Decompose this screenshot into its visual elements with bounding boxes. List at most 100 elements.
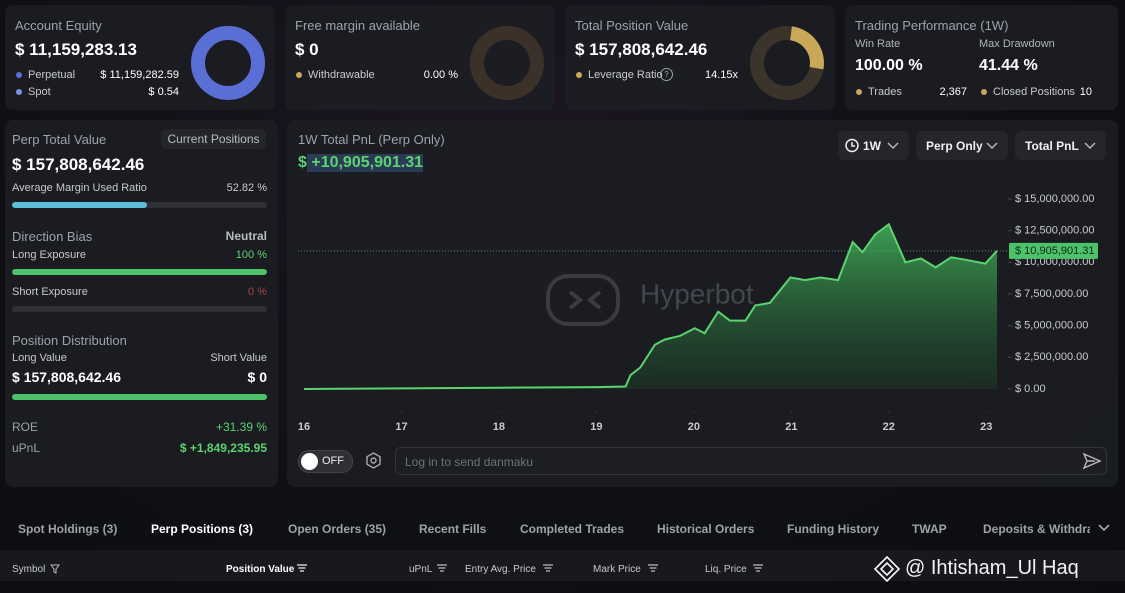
watermark: @ Ihtisham_Ul Haq	[905, 557, 1079, 579]
equity-donut	[191, 26, 265, 100]
row-label: Leverage Ratio	[588, 69, 663, 81]
tabs-chevron[interactable]	[1097, 522, 1111, 534]
toggle-knob	[301, 453, 318, 470]
tab[interactable]: Recent Fills	[419, 522, 487, 536]
panel-title: Perp Total Value	[12, 132, 107, 147]
dropdown-label: Total PnL	[1025, 139, 1079, 153]
column-header[interactable]: Entry Avg. Price	[465, 564, 536, 575]
y-tick-label: $ 10,000,000.00	[1015, 256, 1095, 268]
card-value: $ 0	[295, 40, 319, 59]
long-exposure-label: Long Exposure	[12, 249, 86, 261]
section-title: Position Distribution	[12, 333, 127, 348]
short-value-label: Short Value	[210, 352, 267, 364]
row-value: 2,367	[939, 86, 967, 98]
chevron	[986, 142, 998, 149]
card-title: Total Position Value	[575, 18, 689, 33]
legend-dot	[16, 72, 22, 78]
x-tick-label: 18	[493, 421, 505, 433]
column-header[interactable]: Symbol	[12, 564, 46, 575]
dropdown-label: Perp Only	[926, 139, 983, 153]
margin-label: Average Margin Used Ratio	[12, 182, 147, 194]
long-value: $ 157,808,642.46	[12, 369, 121, 385]
column-header[interactable]: uPnL	[409, 564, 433, 575]
stat-label: Win Rate	[855, 38, 901, 50]
tab[interactable]: Funding History	[787, 522, 879, 536]
tab[interactable]: Completed Trades	[520, 522, 625, 536]
column-header[interactable]: Position Value	[226, 564, 295, 575]
row-value: 0.00 %	[423, 69, 458, 81]
send-icon[interactable]	[1082, 452, 1102, 470]
tab-active[interactable]: Perp Positions (3)	[151, 522, 254, 536]
row-label: Trades	[868, 86, 902, 98]
card-title: Trading Performance (1W)	[855, 18, 1009, 33]
perp-panel	[5, 120, 278, 487]
long-exposure-value: 100 %	[235, 249, 267, 261]
current-value-badge	[1009, 242, 1098, 259]
legend-dot	[981, 89, 987, 95]
column-header[interactable]: Liq. Price	[705, 564, 747, 575]
roe-value: +31.39 %	[215, 420, 267, 434]
y-tick-label: $ 7,500,000.00	[1015, 288, 1088, 300]
danmaku-toggle[interactable]: OFF	[298, 450, 353, 473]
margin-value: 52.82 %	[226, 182, 267, 194]
table-header	[0, 550, 1125, 581]
settings-icon[interactable]	[364, 451, 383, 470]
legend-dot	[296, 72, 302, 78]
long-exposure-bar	[12, 269, 267, 275]
row-label: Spot	[28, 86, 51, 98]
x-tick-label: 17	[395, 421, 407, 433]
long-value-label: Long Value	[12, 352, 67, 364]
distribution-bar	[12, 394, 267, 400]
row-value: $ 0.54	[148, 86, 179, 98]
section-title: Direction Bias	[12, 229, 93, 244]
scope-dropdown[interactable]: Perp Only	[916, 131, 1008, 160]
hyperbot-logo	[546, 274, 620, 326]
column-header[interactable]: Mark Price	[593, 564, 641, 575]
x-tick-label: 23	[980, 421, 992, 433]
pnl-line	[303, 222, 998, 390]
short-track	[12, 306, 267, 312]
x-tick-label: 20	[688, 421, 700, 433]
margin-donut	[470, 26, 544, 100]
short-exposure-value: 0 %	[248, 286, 267, 298]
current-positions-button[interactable]: Current Positions	[161, 129, 266, 149]
tab[interactable]: Deposits & Withdrawals	[983, 522, 1090, 536]
info-icon[interactable]: ?	[660, 68, 673, 81]
y-tick-label: $ 12,500,000.00	[1015, 225, 1095, 237]
legend-dot	[856, 89, 862, 95]
roe-label: ROE	[12, 420, 39, 434]
legend-dot	[16, 89, 22, 95]
watermark-logo	[874, 556, 900, 582]
row-value: 10	[1079, 86, 1092, 98]
stat-label: Max Drawdown	[979, 38, 1055, 50]
upnl-label: uPnL	[12, 441, 41, 455]
long-track	[12, 269, 267, 275]
x-tick-label: 21	[785, 421, 797, 433]
tab[interactable]: Open Orders (35)	[288, 522, 387, 536]
tab[interactable]: Historical Orders	[657, 522, 755, 536]
dropdown-label: 1W	[863, 139, 881, 153]
row-value: $ 11,159,282.59	[100, 69, 179, 81]
card-title: Account Equity	[15, 18, 102, 33]
metric-dropdown[interactable]: Total PnL	[1015, 131, 1106, 160]
toggle-label: OFF	[322, 455, 344, 467]
position-donut-segment	[789, 26, 824, 70]
period-dropdown[interactable]: 1W	[838, 131, 909, 160]
y-tick-label: $ 2,500,000.00	[1015, 351, 1088, 363]
row-label: Withdrawable	[308, 69, 375, 81]
stat-value: 41.44 %	[979, 57, 1038, 74]
legend-dot	[576, 72, 582, 78]
short-exposure-label: Short Exposure	[12, 286, 88, 298]
y-tick-label: $ 15,000,000.00	[1015, 193, 1095, 205]
card-title: Free margin available	[295, 18, 421, 33]
input-placeholder: Log in to send danmaku	[405, 455, 534, 469]
danmaku-input[interactable]: Log in to send danmaku	[395, 447, 1107, 475]
x-tick-label: 22	[883, 421, 895, 433]
tab[interactable]: Spot Holdings (3)	[18, 522, 118, 536]
card-value: $ 157,808,642.46	[575, 40, 708, 59]
stat-value: 100.00 %	[855, 57, 923, 74]
row-label: Perpetual	[28, 69, 76, 81]
tab[interactable]: TWAP	[912, 522, 947, 536]
